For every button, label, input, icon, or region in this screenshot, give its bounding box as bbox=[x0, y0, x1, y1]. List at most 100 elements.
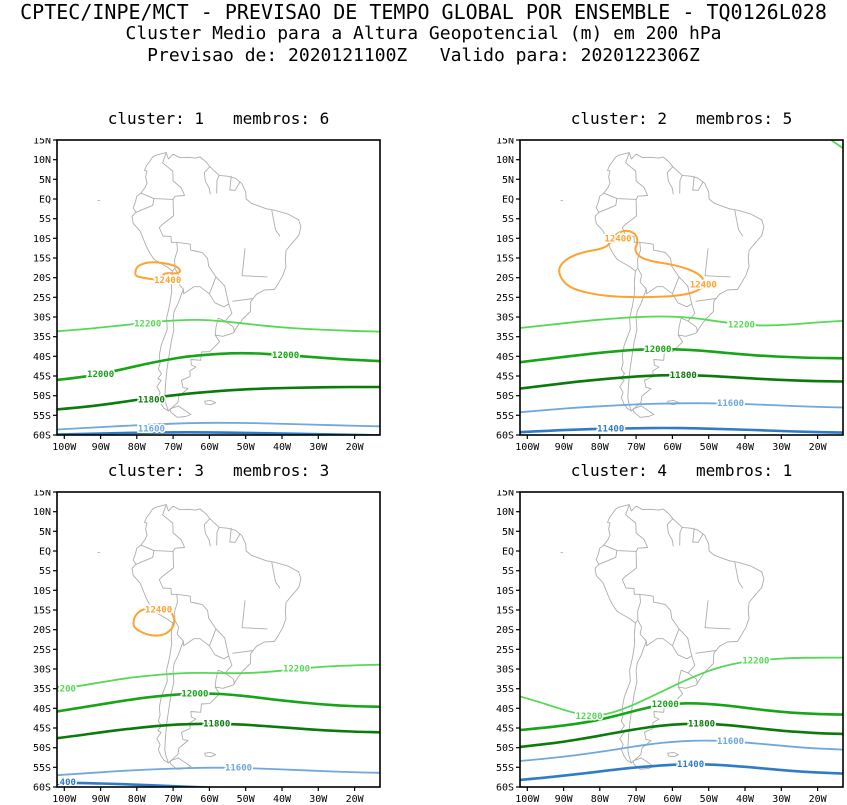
panel-cluster-3-title: cluster: 3 membros: 3 bbox=[107, 461, 330, 480]
svg-text:15N: 15N bbox=[33, 490, 51, 499]
svg-text:30W: 30W bbox=[309, 794, 328, 805]
svg-text:30S: 30S bbox=[33, 665, 51, 676]
svg-text:55S: 55S bbox=[496, 411, 514, 422]
svg-text:60S: 60S bbox=[33, 431, 51, 442]
svg-text:45S: 45S bbox=[33, 724, 51, 735]
svg-text:60W: 60W bbox=[200, 442, 219, 453]
svg-text:60S: 60S bbox=[33, 783, 51, 794]
svg-text:70W: 70W bbox=[627, 794, 646, 805]
svg-text:60W: 60W bbox=[663, 794, 682, 805]
svg-text:20W: 20W bbox=[809, 794, 828, 805]
svg-text:60W: 60W bbox=[663, 442, 682, 453]
svg-text:55S: 55S bbox=[496, 763, 514, 774]
svg-text:80W: 80W bbox=[128, 442, 147, 453]
svg-text:60W: 60W bbox=[200, 794, 219, 805]
panel-cluster-2: cluster: 2 membros: 5 12400 12400 12200 120… bbox=[486, 108, 846, 453]
svg-text:10N: 10N bbox=[33, 507, 51, 518]
svg-text:EQ: EQ bbox=[39, 195, 51, 206]
svg-text:EQ: EQ bbox=[39, 547, 51, 558]
title-line-2: Cluster Medio para a Altura Geopotencial… bbox=[125, 23, 722, 44]
svg-text:15S: 15S bbox=[496, 254, 514, 265]
svg-text:11600: 11600 bbox=[225, 764, 252, 774]
svg-text:45S: 45S bbox=[496, 724, 514, 735]
svg-text:30W: 30W bbox=[309, 442, 328, 453]
svg-text:100W: 100W bbox=[515, 794, 540, 805]
svg-text:12200: 12200 bbox=[49, 685, 76, 695]
panel-cluster-1-title: cluster: 1 membros: 6 bbox=[107, 109, 330, 128]
svg-text:15S: 15S bbox=[496, 606, 514, 617]
svg-text:15S: 15S bbox=[33, 254, 51, 265]
svg-text:5S: 5S bbox=[502, 566, 514, 577]
svg-text:90W: 90W bbox=[555, 442, 574, 453]
svg-text:12400: 12400 bbox=[145, 606, 172, 616]
svg-text:35S: 35S bbox=[496, 684, 514, 695]
svg-text:50S: 50S bbox=[496, 743, 514, 754]
svg-text:60S: 60S bbox=[496, 783, 514, 794]
svg-text:25S: 25S bbox=[496, 645, 514, 656]
svg-text:55S: 55S bbox=[33, 763, 51, 774]
panel-cluster-3-map: 12400 12200 12200 12000 11800 11600 11400 15N 10… bbox=[33, 490, 381, 805]
svg-text:50W: 50W bbox=[700, 794, 719, 805]
panel-cluster-2-map: 12400 12400 12200 12000 11800 11600 11400 15N 10… bbox=[496, 138, 844, 453]
svg-text:10N: 10N bbox=[33, 155, 51, 166]
svg-text:80W: 80W bbox=[591, 794, 610, 805]
svg-text:12400: 12400 bbox=[604, 234, 631, 244]
svg-text:90W: 90W bbox=[92, 794, 111, 805]
svg-text:20S: 20S bbox=[496, 625, 514, 636]
svg-text:12200: 12200 bbox=[742, 657, 769, 667]
panel-cluster-4: cluster: 4 membros: 1 12200 12200 12000 118… bbox=[486, 460, 846, 805]
title-line-3: Previsao de: 2020121100Z Valido para: 20… bbox=[147, 45, 700, 66]
svg-text:10S: 10S bbox=[33, 586, 51, 597]
svg-text:35S: 35S bbox=[33, 332, 51, 343]
svg-text:20W: 20W bbox=[346, 442, 365, 453]
svg-text:60S: 60S bbox=[496, 431, 514, 442]
svg-text:12200: 12200 bbox=[134, 319, 161, 329]
svg-text:70W: 70W bbox=[164, 794, 183, 805]
svg-text:40W: 40W bbox=[273, 442, 292, 453]
svg-text:25S: 25S bbox=[33, 293, 51, 304]
svg-text:5N: 5N bbox=[39, 527, 51, 538]
svg-text:10N: 10N bbox=[496, 507, 514, 518]
svg-text:70W: 70W bbox=[627, 442, 646, 453]
svg-text:12200: 12200 bbox=[575, 712, 602, 722]
svg-text:50W: 50W bbox=[237, 442, 256, 453]
svg-text:40W: 40W bbox=[273, 794, 292, 805]
svg-text:11600: 11600 bbox=[717, 737, 744, 747]
svg-text:12200: 12200 bbox=[283, 665, 310, 675]
svg-text:20W: 20W bbox=[809, 442, 828, 453]
svg-text:100W: 100W bbox=[52, 794, 77, 805]
svg-text:30W: 30W bbox=[772, 442, 791, 453]
panel-cluster-1: cluster: 1 membros: 6 12400 12200 12000 120… bbox=[23, 108, 383, 453]
svg-text:5N: 5N bbox=[502, 175, 514, 186]
svg-text:50W: 50W bbox=[700, 442, 719, 453]
header: CPTEC/INPE/MCT - PREVISAO DE TEMPO GLOBA… bbox=[0, 1, 847, 67]
svg-text:11400: 11400 bbox=[49, 778, 76, 788]
svg-text:11600: 11600 bbox=[717, 399, 744, 409]
svg-text:50S: 50S bbox=[496, 391, 514, 402]
svg-text:30S: 30S bbox=[496, 665, 514, 676]
svg-text:12400: 12400 bbox=[690, 281, 717, 291]
svg-text:EQ: EQ bbox=[502, 195, 514, 206]
svg-text:10S: 10S bbox=[33, 234, 51, 245]
svg-text:15S: 15S bbox=[33, 606, 51, 617]
svg-text:11400: 11400 bbox=[597, 425, 624, 435]
svg-text:100W: 100W bbox=[52, 442, 77, 453]
svg-text:EQ: EQ bbox=[502, 547, 514, 558]
svg-text:10S: 10S bbox=[496, 234, 514, 245]
svg-text:11800: 11800 bbox=[688, 720, 715, 730]
svg-text:45S: 45S bbox=[33, 372, 51, 383]
svg-text:11800: 11800 bbox=[138, 396, 165, 406]
svg-text:20S: 20S bbox=[33, 625, 51, 636]
svg-text:11400: 11400 bbox=[677, 760, 704, 770]
svg-text:12200: 12200 bbox=[728, 321, 755, 331]
svg-text:12000: 12000 bbox=[644, 345, 671, 355]
svg-text:12000: 12000 bbox=[87, 370, 114, 380]
panel-cluster-4-title: cluster: 4 membros: 1 bbox=[570, 461, 793, 480]
svg-text:5S: 5S bbox=[39, 214, 51, 225]
svg-text:90W: 90W bbox=[92, 442, 111, 453]
svg-text:40W: 40W bbox=[736, 794, 755, 805]
svg-text:12400: 12400 bbox=[154, 276, 181, 286]
svg-text:12000: 12000 bbox=[272, 351, 299, 361]
svg-text:15N: 15N bbox=[496, 490, 514, 499]
